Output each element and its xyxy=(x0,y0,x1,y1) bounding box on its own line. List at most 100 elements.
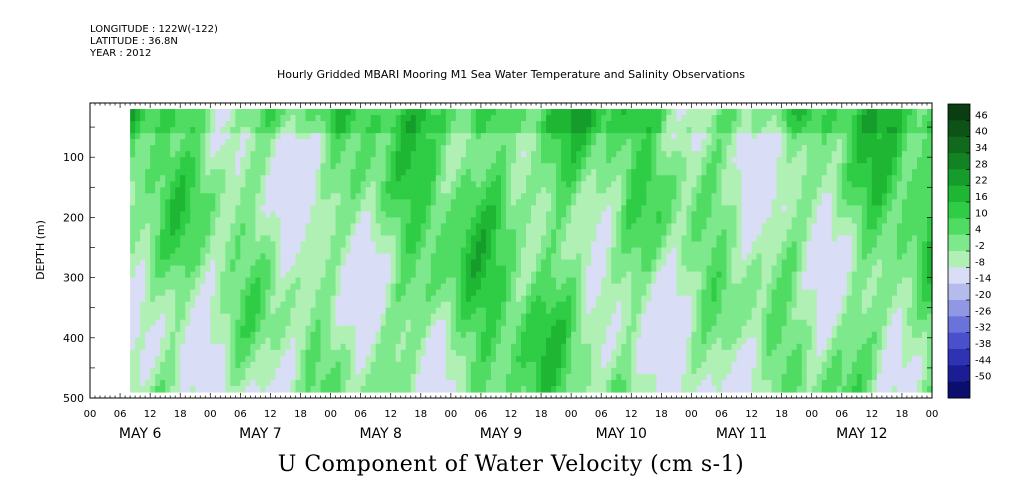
field-cell xyxy=(215,271,221,279)
field-cell xyxy=(475,217,482,225)
field-cell xyxy=(255,187,261,194)
field-cell xyxy=(350,367,357,375)
field-cell xyxy=(210,127,216,134)
field-cell xyxy=(345,109,352,116)
field-cell xyxy=(215,187,221,194)
field-cell xyxy=(215,193,221,200)
field-cell xyxy=(566,265,572,273)
field-cell xyxy=(130,325,136,333)
field-cell xyxy=(235,229,241,237)
field-cell xyxy=(340,235,347,243)
field-cell xyxy=(601,253,607,261)
field-cell xyxy=(485,199,492,206)
field-cell xyxy=(445,115,452,122)
field-cell xyxy=(596,145,602,152)
field-cell xyxy=(245,115,251,122)
field-cell xyxy=(265,205,272,212)
field-cell xyxy=(551,151,557,158)
field-cell xyxy=(310,181,317,188)
field-cell xyxy=(641,151,647,158)
field-cell xyxy=(445,163,452,170)
field-cell xyxy=(225,223,231,231)
field-cell xyxy=(345,349,352,357)
field-cell xyxy=(445,265,452,273)
field-cell xyxy=(516,307,522,315)
field-cell xyxy=(215,241,221,249)
field-cell xyxy=(330,145,337,152)
field-cell xyxy=(360,109,367,116)
field-cell xyxy=(225,253,231,261)
field-cell xyxy=(300,181,307,188)
field-cell xyxy=(330,139,337,146)
field-cell xyxy=(130,109,136,116)
field-cell xyxy=(516,295,522,303)
field-cell xyxy=(390,319,397,327)
field-cell xyxy=(315,187,322,194)
field-cell xyxy=(616,133,622,140)
field-cell xyxy=(405,289,412,297)
field-cell xyxy=(205,355,211,363)
field-cell xyxy=(230,337,236,345)
field-cell xyxy=(536,301,542,309)
field-cell xyxy=(415,307,422,315)
field-cell xyxy=(556,271,562,279)
field-cell xyxy=(526,175,532,182)
field-cell xyxy=(315,133,322,140)
field-cell xyxy=(335,337,342,345)
field-cell xyxy=(225,109,231,116)
field-cell xyxy=(455,367,462,375)
field-cell xyxy=(651,355,657,363)
field-cell xyxy=(596,379,602,387)
field-cell xyxy=(165,115,171,122)
field-cell xyxy=(490,139,497,146)
field-cell xyxy=(611,127,617,134)
field-cell xyxy=(455,277,462,285)
field-cell xyxy=(586,175,592,182)
field-cell xyxy=(385,373,392,381)
field-cell xyxy=(215,247,221,255)
field-cell xyxy=(576,265,582,273)
field-cell xyxy=(270,301,277,309)
field-cell xyxy=(240,295,246,303)
field-cell xyxy=(541,373,547,381)
field-cell xyxy=(526,379,532,387)
field-cell xyxy=(626,337,632,345)
field-cell xyxy=(435,265,442,273)
field-cell xyxy=(606,379,612,387)
field-cell xyxy=(611,193,617,200)
field-cell xyxy=(275,223,282,231)
field-cell xyxy=(566,235,572,243)
field-cell xyxy=(656,163,662,170)
field-cell xyxy=(355,151,362,158)
field-cell xyxy=(370,163,377,170)
field-cell xyxy=(576,211,582,218)
field-cell xyxy=(335,127,342,134)
field-cell xyxy=(210,367,216,375)
field-cell xyxy=(235,127,241,134)
field-cell xyxy=(310,319,317,327)
field-cell xyxy=(210,361,216,369)
field-cell xyxy=(170,193,176,200)
field-cell xyxy=(290,157,297,164)
field-cell xyxy=(175,241,181,249)
field-cell xyxy=(521,289,527,297)
field-cell xyxy=(415,337,422,345)
field-cell xyxy=(566,307,572,315)
field-cell xyxy=(561,295,567,303)
field-cell xyxy=(656,157,662,164)
field-cell xyxy=(646,109,652,116)
field-cell xyxy=(250,229,256,237)
field-cell xyxy=(135,223,141,231)
field-cell xyxy=(310,325,317,333)
field-cell xyxy=(536,115,542,122)
field-cell xyxy=(641,121,647,128)
field-cell xyxy=(616,115,622,122)
field-cell xyxy=(500,187,507,194)
field-cell xyxy=(175,313,181,321)
field-cell xyxy=(656,337,662,345)
field-cell xyxy=(541,163,547,170)
field-cell xyxy=(475,163,482,170)
field-cell xyxy=(345,235,352,243)
field-cell xyxy=(490,253,497,261)
field-cell xyxy=(175,349,181,357)
